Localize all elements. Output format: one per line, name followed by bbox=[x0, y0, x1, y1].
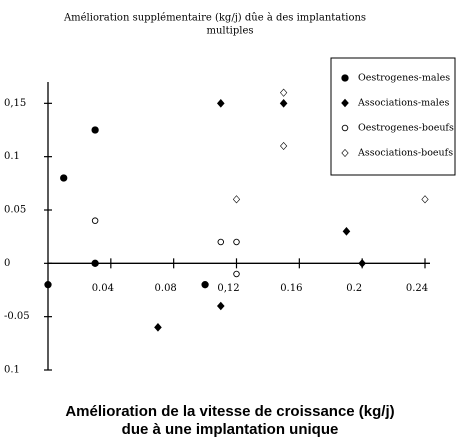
data-point bbox=[91, 126, 99, 134]
x-tick-label: 0.2 bbox=[346, 283, 362, 294]
x-tick-label: 0,12 bbox=[217, 283, 239, 294]
x-axis-label: due à une implantation unique bbox=[122, 421, 339, 438]
data-point bbox=[60, 174, 68, 182]
legend-label: Oestrogenes-boeufs bbox=[358, 123, 454, 134]
x-tick-label: 0.16 bbox=[280, 283, 302, 294]
data-point bbox=[201, 281, 209, 289]
data-point bbox=[91, 217, 99, 224]
data-point bbox=[91, 259, 99, 267]
legend-marker bbox=[341, 124, 349, 132]
legend-marker bbox=[341, 74, 349, 82]
chart-title: Amélioration supplémentaire (kg/j) dûe à… bbox=[63, 13, 366, 24]
data-point bbox=[280, 88, 288, 97]
y-tick-label: 0 bbox=[4, 258, 10, 269]
data-point bbox=[154, 323, 162, 332]
data-point bbox=[44, 281, 52, 289]
data-point bbox=[279, 99, 288, 108]
legend-label: Associations-boeufs bbox=[357, 148, 453, 159]
data-point bbox=[342, 227, 351, 236]
data-point bbox=[358, 259, 366, 268]
chart-title: multiples bbox=[207, 26, 254, 37]
data-point bbox=[233, 238, 240, 246]
data-point bbox=[217, 238, 225, 246]
legend-label: Oestrogenes-males bbox=[358, 73, 450, 84]
x-tick-label: 0.24 bbox=[406, 283, 428, 294]
legend-marker bbox=[341, 98, 349, 108]
data-point bbox=[280, 141, 288, 151]
legend-marker bbox=[341, 148, 349, 158]
y-tick-label: -0.05 bbox=[4, 311, 30, 322]
y-tick-label: 0.1 bbox=[4, 365, 20, 376]
x-tick-label: 0.04 bbox=[92, 283, 114, 294]
legend-box bbox=[330, 57, 456, 176]
x-axis-label: Amélioration de la vitesse de croissance… bbox=[65, 403, 394, 420]
data-point bbox=[233, 270, 240, 278]
y-tick-label: 0.1 bbox=[4, 151, 20, 162]
y-tick-label: 0,15 bbox=[4, 98, 26, 109]
data-point bbox=[216, 99, 225, 108]
y-tick-label: 0.05 bbox=[4, 205, 26, 216]
data-point bbox=[232, 195, 241, 204]
data-point bbox=[421, 195, 429, 204]
data-point bbox=[216, 301, 225, 311]
legend-label: Associations-males bbox=[357, 98, 449, 109]
x-tick-label: 0.08 bbox=[155, 283, 177, 294]
